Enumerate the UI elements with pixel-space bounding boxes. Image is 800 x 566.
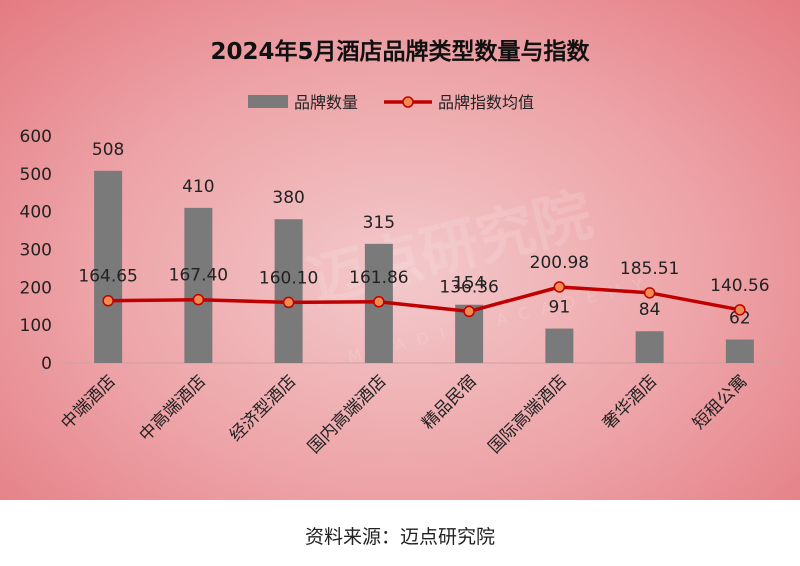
legend: 品牌数量 品牌指数均值 xyxy=(248,93,534,112)
x-category-label: 国内高端酒店 xyxy=(304,371,390,457)
bar-value-label: 410 xyxy=(182,177,214,197)
bar-value-label: 380 xyxy=(272,188,304,208)
y-tick-label: 400 xyxy=(20,203,52,223)
y-tick-label: 300 xyxy=(20,241,52,261)
bars: 508 410 380 315 154 91 84 62 xyxy=(92,140,754,363)
legend-swatch-bar xyxy=(248,95,288,108)
chart-panel xyxy=(0,0,800,500)
bar-value-label: 315 xyxy=(363,213,395,233)
bar xyxy=(545,328,574,363)
line-point xyxy=(373,296,385,308)
bar xyxy=(725,339,754,363)
legend-label-bar: 品牌数量 xyxy=(294,93,358,112)
bar xyxy=(184,207,213,363)
line-point xyxy=(192,293,205,306)
bar-value-label: 91 xyxy=(549,298,571,318)
line-value-label: 167.40 xyxy=(169,266,228,286)
line-point xyxy=(643,287,656,299)
x-category-label: 中高端酒店 xyxy=(136,371,210,445)
source-note: 资料来源：迈点研究院 xyxy=(304,526,495,548)
y-tick-label: 500 xyxy=(20,165,52,185)
x-category-label: 国际高端酒店 xyxy=(485,371,571,457)
bar-value-label: 154 xyxy=(453,274,485,294)
y-tick-label: 100 xyxy=(20,316,52,336)
x-category-label: 奢华酒店 xyxy=(599,371,661,433)
x-category-label: 经济型酒店 xyxy=(226,371,300,445)
bar xyxy=(274,219,303,363)
line-value-label: 161.86 xyxy=(349,268,408,288)
bar xyxy=(94,170,123,363)
line-value-label: 160.10 xyxy=(259,268,318,288)
legend-swatch-marker xyxy=(402,96,414,108)
line-point xyxy=(102,294,114,307)
chart: 迈点研究院 MEADIN ACADEMY 2024年5月酒店品牌类型数量与指数 … xyxy=(20,38,785,458)
line-point xyxy=(734,304,746,316)
bar-value-label: 508 xyxy=(92,140,124,160)
y-tick-label: 0 xyxy=(41,354,52,374)
line-path xyxy=(108,285,741,314)
line-value-label: 140.56 xyxy=(710,276,769,296)
y-tick-label: 600 xyxy=(20,127,52,147)
line-value-label: 200.98 xyxy=(530,253,589,273)
chart-title: 2024年5月酒店品牌类型数量与指数 xyxy=(210,38,590,65)
line-point xyxy=(553,281,566,293)
y-tick-label: 200 xyxy=(20,278,52,298)
line-value-label: 136.36 xyxy=(439,277,498,297)
bar-value-label: 84 xyxy=(639,300,661,320)
line-point xyxy=(463,305,475,318)
legend-label-line: 品牌指数均值 xyxy=(438,93,534,112)
bar xyxy=(635,331,664,363)
x-category-label: 精品民宿 xyxy=(418,371,480,433)
x-category-label: 中端酒店 xyxy=(57,371,119,433)
line-value-label: 164.65 xyxy=(78,267,137,287)
bar-value-label: 62 xyxy=(729,309,751,329)
x-category-label: 短租公寓 xyxy=(689,371,751,433)
y-axis: 0 100 200 300 400 500 600 xyxy=(20,127,52,374)
line-series: 164.65 167.40 160.10 161.86 136.36 200.98 185.… xyxy=(78,253,770,318)
line-point xyxy=(282,296,295,309)
x-labels: 中端酒店 中高端酒店 经济型酒店 国内高端酒店 精品民宿 国际高端酒店 奢华酒店 短租公寓 xyxy=(57,371,751,457)
line-value-label: 185.51 xyxy=(620,259,679,279)
